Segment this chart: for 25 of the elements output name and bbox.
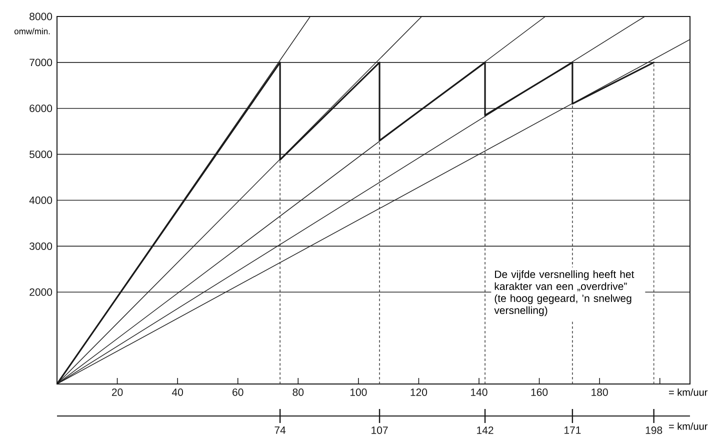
annotation: De vijfde versnelling heeft het karakter van een „overdrive” (te hoog gegeard, ’n snelweg versnelling) [494, 270, 634, 316]
x-tick-label: 60 [232, 388, 244, 396]
x-tick-label: 140 [471, 388, 488, 396]
y-tick-label: 6000 [30, 104, 52, 112]
y-tick-label: 4000 [29, 196, 52, 204]
x2-tick-label: 171 [564, 426, 581, 434]
y-tick-label: 3000 [30, 242, 52, 250]
x2-tick-label: 74 [274, 426, 286, 434]
x2-tick-label: 142 [477, 426, 494, 434]
y-tick-label: 7000 [30, 58, 52, 66]
x-tick-label: 120 [410, 388, 428, 396]
x2-tick-label: 107 [372, 426, 388, 434]
x-tick-label: 160 [531, 388, 548, 396]
x-axis-title: = km/uur [669, 388, 708, 396]
y-tick-label: 2000 [30, 288, 52, 296]
y-axis-title: omw/min. [14, 28, 50, 34]
x-tick-label: 180 [592, 388, 608, 396]
y-tick-label: 5000 [30, 150, 52, 158]
x-tick-label: 100 [350, 388, 367, 396]
x-tick-label: 20 [112, 388, 123, 396]
x-tick-label: 40 [172, 388, 183, 396]
y-tick-label: 8000 [30, 12, 52, 20]
x2-axis-title: = km/uur [669, 422, 708, 430]
x2-tick-label: 198 [646, 426, 662, 434]
x-tick-label: 80 [292, 388, 304, 396]
